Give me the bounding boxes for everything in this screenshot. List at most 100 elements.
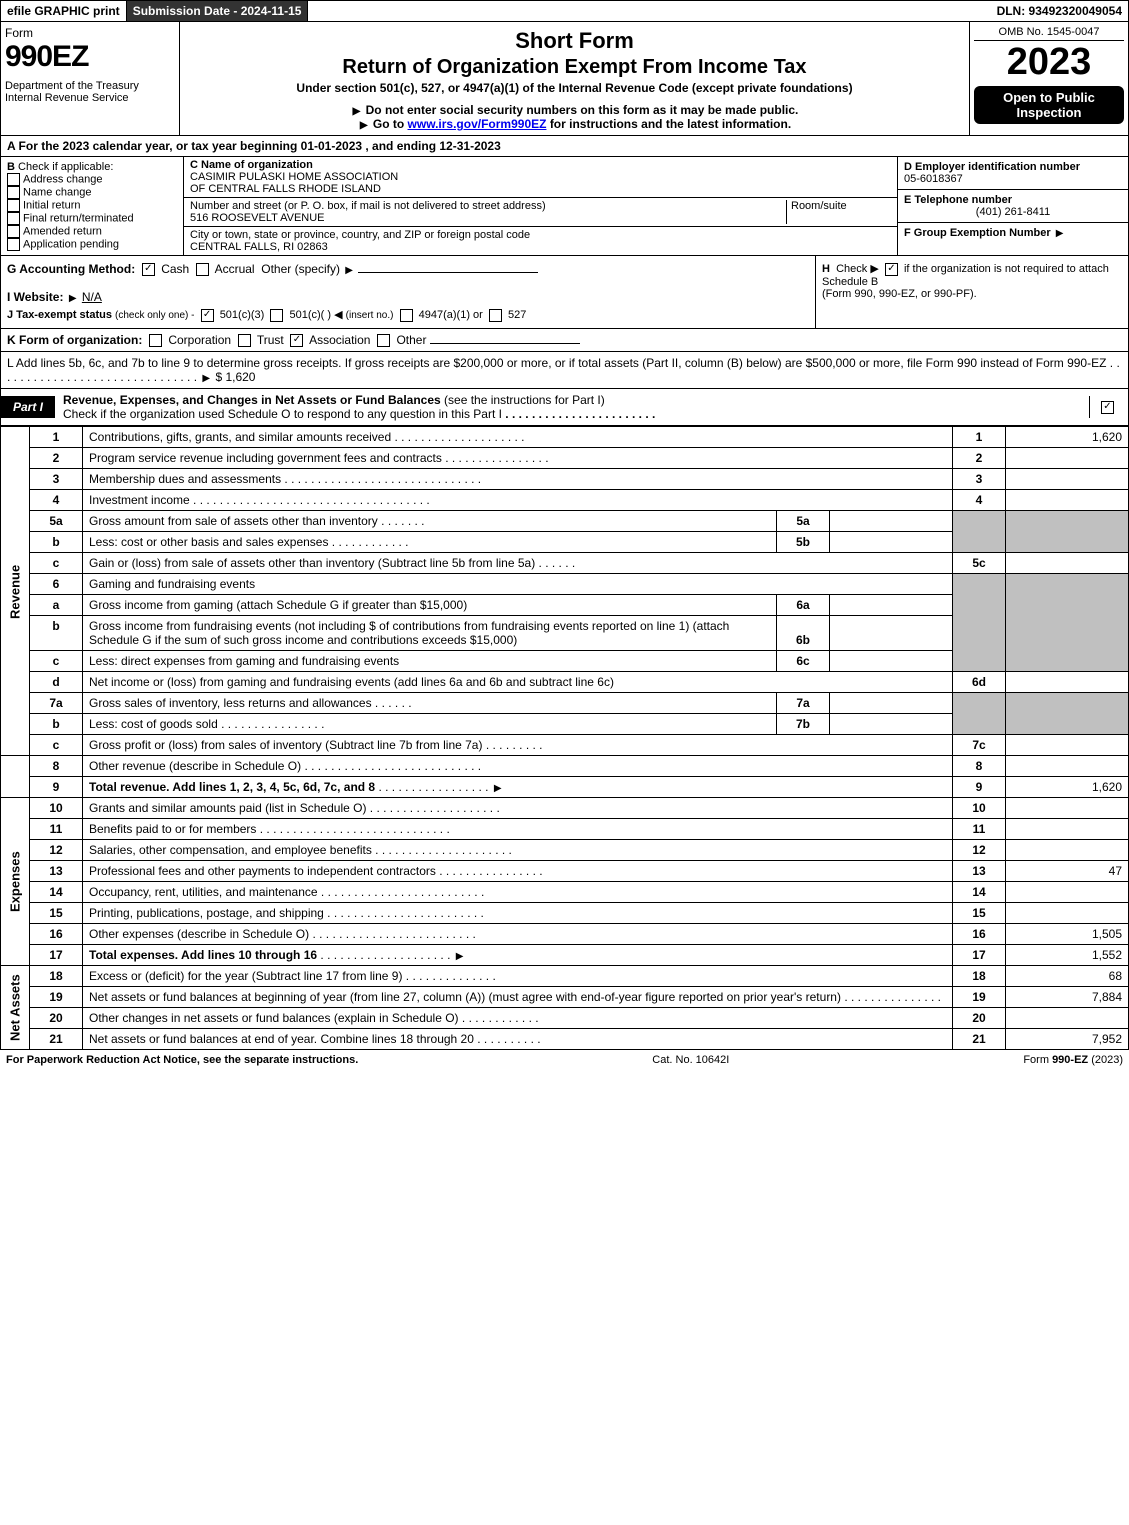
tax-exempt-hint: (check only one) - — [115, 310, 194, 321]
arrow-icon — [358, 117, 370, 131]
row-L: L Add lines 5b, 6c, and 7b to line 9 to … — [0, 352, 1129, 389]
part-I-schedule-O-checkbox[interactable]: ✓ — [1089, 396, 1128, 418]
line-17-value: 1,552 — [1006, 945, 1129, 966]
line-9-value: 1,620 — [1006, 777, 1129, 798]
identity-block: B Check if applicable: Address change Na… — [0, 157, 1129, 256]
form-word: Form — [5, 26, 175, 40]
form-header: Form 990EZ Department of the Treasury In… — [0, 22, 1129, 136]
ein-label: D Employer identification number — [904, 161, 1080, 173]
table-row: 4 Investment income . . . . . . . . . . … — [1, 490, 1129, 511]
checkbox-association[interactable]: ✓ — [290, 334, 303, 347]
submission-date-button[interactable]: Submission Date - 2024-11-15 — [127, 1, 309, 21]
ssn-warning-text: Do not enter social security numbers on … — [366, 103, 799, 117]
row-L-value: $ 1,620 — [215, 370, 255, 384]
row-H-text3: (Form 990, 990-EZ, or 990-PF). — [822, 288, 977, 300]
org-name-2: OF CENTRAL FALLS RHODE ISLAND — [190, 183, 381, 195]
table-row: 20 Other changes in net assets or fund b… — [1, 1008, 1129, 1029]
efile-print-label[interactable]: efile GRAPHIC print — [1, 1, 127, 21]
ssn-warning: Do not enter social security numbers on … — [190, 103, 959, 117]
checkbox-4947[interactable] — [400, 309, 413, 322]
title-short-form: Short Form — [190, 28, 959, 54]
dln-label: DLN: 93492320049054 — [991, 1, 1128, 21]
table-row: d Net income or (loss) from gaming and f… — [1, 672, 1129, 693]
dept-irs: Internal Revenue Service — [5, 92, 175, 104]
arrow-icon — [351, 103, 363, 117]
checkbox-address-change[interactable]: Address change — [7, 173, 177, 186]
form-number: 990EZ — [5, 40, 175, 74]
lines-table: Revenue 1 Contributions, gifts, grants, … — [0, 426, 1129, 1050]
checkbox-corporation[interactable] — [149, 334, 162, 347]
checkbox-name-change[interactable]: Name change — [7, 186, 177, 199]
box-DEF: D Employer identification number 05-6018… — [898, 157, 1128, 255]
table-row: 21 Net assets or fund balances at end of… — [1, 1029, 1129, 1050]
other-specify-input[interactable] — [358, 272, 538, 273]
line-18-value: 68 — [1006, 966, 1129, 987]
arrow-icon — [200, 370, 212, 384]
table-row: 15 Printing, publications, postage, and … — [1, 903, 1129, 924]
row-H: H Check ▶ ✓ if the organization is not r… — [816, 256, 1128, 328]
row-K: K Form of organization: Corporation Trus… — [0, 329, 1129, 352]
table-row: 16 Other expenses (describe in Schedule … — [1, 924, 1129, 945]
checkbox-trust[interactable] — [238, 334, 251, 347]
table-row: 7a Gross sales of inventory, less return… — [1, 693, 1129, 714]
tel-value: (401) 261-8411 — [904, 206, 1122, 218]
table-row: 13 Professional fees and other payments … — [1, 861, 1129, 882]
expenses-section-label: Expenses — [1, 798, 30, 966]
omb-number: OMB No. 1545-0047 — [974, 26, 1124, 41]
table-row: 3 Membership dues and assessments . . . … — [1, 469, 1129, 490]
header-right: OMB No. 1545-0047 2023 Open to Public In… — [970, 22, 1128, 135]
room-label: Room/suite — [791, 200, 847, 212]
part-I-header: Part I Revenue, Expenses, and Changes in… — [0, 389, 1129, 426]
table-row: 14 Occupancy, rent, utilities, and maint… — [1, 882, 1129, 903]
table-row: c Gross profit or (loss) from sales of i… — [1, 735, 1129, 756]
table-row: 11 Benefits paid to or for members . . .… — [1, 819, 1129, 840]
ein-value: 05-6018367 — [904, 173, 963, 185]
dept-treasury: Department of the Treasury — [5, 80, 175, 92]
checkbox-initial-return[interactable]: Initial return — [7, 199, 177, 212]
checkbox-cash[interactable]: ✓ — [142, 263, 155, 276]
line-13-value: 47 — [1006, 861, 1129, 882]
city-value: CENTRAL FALLS, RI 02863 — [190, 241, 328, 253]
subtitle: Under section 501(c), 527, or 4947(a)(1)… — [190, 81, 959, 95]
table-row: 6 Gaming and fundraising events — [1, 574, 1129, 595]
table-row: 9 Total revenue. Add lines 1, 2, 3, 4, 5… — [1, 777, 1129, 798]
arrow-icon — [492, 780, 504, 794]
table-row: Revenue 1 Contributions, gifts, grants, … — [1, 427, 1129, 448]
website-value: N/A — [82, 290, 102, 304]
other-specify: Other (specify) — [261, 262, 340, 276]
street-value: 516 ROOSEVELT AVENUE — [190, 212, 325, 224]
form-org-label: K Form of organization: — [7, 333, 142, 347]
tel-label: E Telephone number — [904, 194, 1012, 206]
arrow-icon — [67, 290, 79, 304]
table-row: 17 Total expenses. Add lines 10 through … — [1, 945, 1129, 966]
checkbox-accrual[interactable] — [196, 263, 209, 276]
page-footer: For Paperwork Reduction Act Notice, see … — [0, 1050, 1129, 1070]
org-name-1: CASIMIR PULASKI HOME ASSOCIATION — [190, 171, 398, 183]
other-org-input[interactable] — [430, 343, 580, 344]
checkbox-scheduleB[interactable]: ✓ — [885, 263, 898, 276]
checkbox-501c3[interactable]: ✓ — [201, 309, 214, 322]
checkbox-amended-return[interactable]: Amended return — [7, 225, 177, 238]
goto-pre: Go to — [373, 117, 408, 131]
table-row: c Gain or (loss) from sale of assets oth… — [1, 553, 1129, 574]
checkbox-501c[interactable] — [270, 309, 283, 322]
row-G: G Accounting Method: ✓ Cash Accrual Othe… — [1, 256, 816, 328]
irs-link[interactable]: www.irs.gov/Form990EZ — [408, 117, 547, 131]
box-B-check-label: Check if applicable: — [18, 161, 113, 173]
checkbox-application-pending[interactable]: Application pending — [7, 238, 177, 251]
city-label: City or town, state or province, country… — [190, 229, 530, 241]
line-19-value: 7,884 — [1006, 987, 1129, 1008]
checkbox-final-return[interactable]: Final return/terminated — [7, 212, 177, 225]
goto-instructions: Go to www.irs.gov/Form990EZ for instruct… — [190, 117, 959, 131]
table-row: Expenses 10 Grants and similar amounts p… — [1, 798, 1129, 819]
checkbox-other-org[interactable] — [377, 334, 390, 347]
line-A-tax-year: A For the 2023 calendar year, or tax yea… — [0, 136, 1129, 157]
top-bar: efile GRAPHIC print Submission Date - 20… — [0, 0, 1129, 22]
tax-year: 2023 — [974, 41, 1124, 84]
line-1-value: 1,620 — [1006, 427, 1129, 448]
table-row: 2 Program service revenue including gove… — [1, 448, 1129, 469]
table-row: 12 Salaries, other compensation, and emp… — [1, 840, 1129, 861]
checkbox-527[interactable] — [489, 309, 502, 322]
table-row: 8 Other revenue (describe in Schedule O)… — [1, 756, 1129, 777]
netassets-section-label: Net Assets — [1, 966, 30, 1050]
